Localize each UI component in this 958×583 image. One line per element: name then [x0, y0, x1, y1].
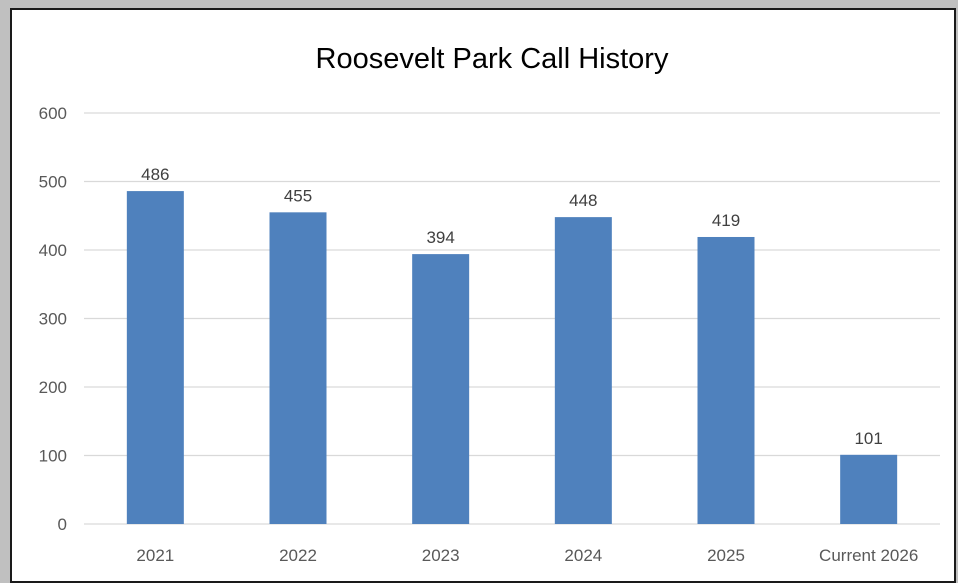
x-tick-label: 2021 [136, 546, 174, 565]
y-axis-ticks: 0 100 200 300 400 500 600 [39, 104, 67, 534]
y-tick-label: 0 [58, 515, 67, 534]
x-axis-ticks: 2021 2022 2023 2024 2025 Current 2026 [136, 546, 918, 565]
x-tick-label: 2022 [279, 546, 317, 565]
data-label: 448 [569, 191, 597, 210]
bar-2025 [697, 236, 755, 525]
y-tick-label: 500 [39, 173, 67, 192]
bars [126, 191, 898, 525]
x-tick-label: 2024 [564, 546, 602, 565]
data-label: 455 [284, 186, 312, 205]
y-tick-label: 200 [39, 378, 67, 397]
data-label: 394 [426, 228, 454, 247]
x-tick-label: 2025 [707, 546, 745, 565]
data-labels: 486 455 394 448 419 101 [141, 165, 883, 448]
bar-2022 [269, 212, 327, 524]
chart-title: Roosevelt Park Call History [316, 43, 669, 75]
gridlines [84, 112, 940, 525]
data-label: 101 [854, 429, 882, 448]
data-label: 419 [712, 211, 740, 230]
bar-2021 [126, 191, 184, 524]
y-tick-label: 300 [39, 310, 67, 329]
bar-chart: Roosevelt Park Call History 0 100 200 300 40… [39, 43, 940, 565]
y-tick-label: 400 [39, 241, 67, 260]
chart-frame: Roosevelt Park Call History 0 100 200 300 40… [10, 8, 956, 583]
x-tick-label: Current 2026 [819, 546, 918, 565]
bar-2024 [554, 217, 612, 524]
bar-current-2026 [840, 454, 898, 524]
x-tick-label: 2023 [422, 546, 460, 565]
data-label: 486 [141, 165, 169, 184]
y-tick-label: 600 [39, 104, 67, 123]
bar-2023 [412, 254, 470, 525]
y-tick-label: 100 [39, 447, 67, 466]
